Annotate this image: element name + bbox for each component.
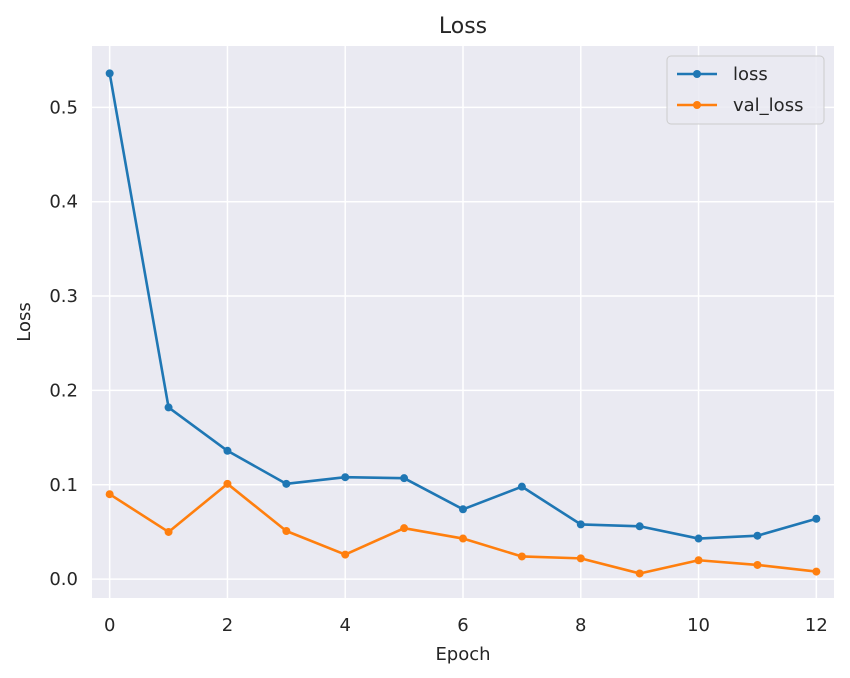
tick-labels: 0 2 4 6 8 10 12 0.0 0.1 0.2 0.3 0.4 0.5 <box>49 97 827 636</box>
data-point <box>282 527 291 536</box>
legend-marker <box>693 70 701 78</box>
y-tick-label: 0.5 <box>49 97 78 118</box>
data-point <box>341 550 350 559</box>
series-loss <box>105 69 821 543</box>
data-point <box>635 569 644 578</box>
data-point <box>753 531 762 540</box>
data-point <box>812 567 821 576</box>
legend: loss val_loss <box>666 55 825 125</box>
y-axis-label: Loss <box>14 302 35 341</box>
x-tick-label: 8 <box>575 615 586 636</box>
data-point <box>223 446 232 455</box>
data-point <box>635 522 644 531</box>
data-point <box>694 534 703 543</box>
x-tick-label: 0 <box>104 615 115 636</box>
data-point <box>517 552 526 561</box>
data-point <box>400 524 409 533</box>
x-tick-label: 6 <box>457 615 468 636</box>
legend-label: val_loss <box>733 95 803 116</box>
data-point <box>694 556 703 565</box>
y-tick-label: 0.1 <box>49 475 78 496</box>
x-tick-label: 12 <box>805 615 828 636</box>
legend-marker <box>693 101 701 109</box>
data-point <box>400 474 409 483</box>
data-point <box>459 534 467 543</box>
x-tick-label: 10 <box>687 615 710 636</box>
x-axis-label: Epoch <box>435 644 490 665</box>
data-point <box>576 554 585 563</box>
data-point <box>105 69 114 78</box>
data-point <box>517 482 526 491</box>
data-point <box>164 527 173 536</box>
data-point <box>282 479 291 488</box>
data-point <box>164 403 173 412</box>
data-point <box>576 520 585 529</box>
chart-title: Loss <box>439 14 487 39</box>
grid-lines <box>92 46 834 598</box>
data-point <box>812 514 821 523</box>
legend-label: loss <box>733 64 768 85</box>
y-tick-label: 0.0 <box>49 569 78 590</box>
data-point <box>753 560 762 569</box>
x-tick-label: 4 <box>339 615 350 636</box>
legend-item-loss: loss <box>677 64 768 85</box>
x-tick-label: 2 <box>222 615 233 636</box>
data-point <box>459 505 467 514</box>
series-val-loss <box>105 479 821 578</box>
y-tick-label: 0.3 <box>49 286 78 307</box>
data-point <box>223 479 232 488</box>
legend-item-val-loss: val_loss <box>677 95 803 116</box>
data-point <box>341 473 350 482</box>
data-point <box>105 490 114 499</box>
series-layer <box>105 69 821 578</box>
y-tick-label: 0.4 <box>49 192 78 213</box>
y-tick-label: 0.2 <box>49 380 78 401</box>
